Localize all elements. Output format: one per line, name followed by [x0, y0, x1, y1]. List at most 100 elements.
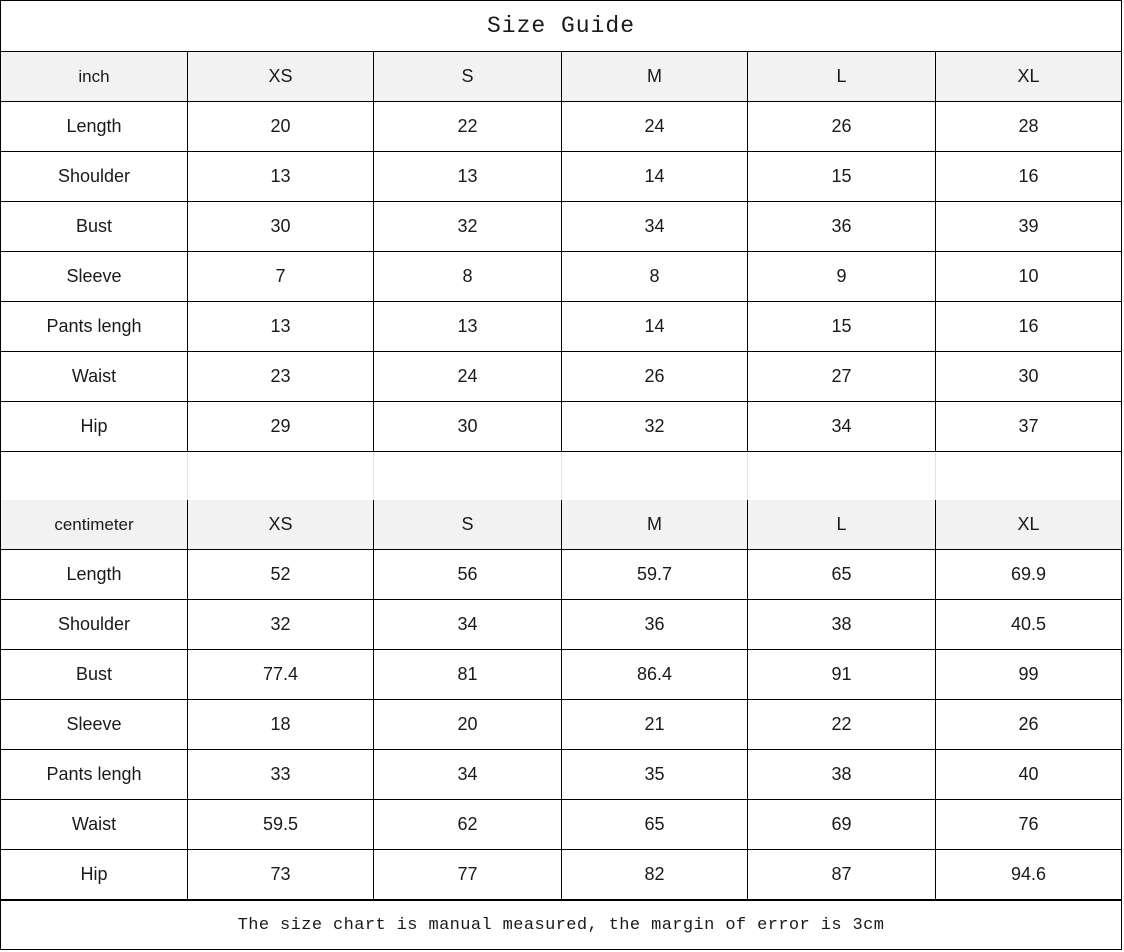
- centimeter-cell-bust-m: 86.4: [562, 650, 748, 700]
- centimeter-unit-label: centimeter: [1, 500, 188, 550]
- table-row: Waist 59.5 62 65 69 76: [1, 800, 1121, 850]
- inch-row-label-shoulder: Shoulder: [1, 152, 188, 202]
- inch-cell-waist-m: 26: [562, 352, 748, 402]
- inch-cell-bust-s: 32: [374, 202, 562, 252]
- inch-column-header-xs: XS: [188, 52, 374, 102]
- table-row: Bust 77.4 81 86.4 91 99: [1, 650, 1121, 700]
- centimeter-cell-bust-s: 81: [374, 650, 562, 700]
- inch-row-label-hip: Hip: [1, 402, 188, 452]
- centimeter-cell-shoulder-m: 36: [562, 600, 748, 650]
- centimeter-cell-sleeve-s: 20: [374, 700, 562, 750]
- inch-cell-pants-lengh-l: 15: [748, 302, 936, 352]
- centimeter-row-label-bust: Bust: [1, 650, 188, 700]
- centimeter-cell-pants-lengh-xs: 33: [188, 750, 374, 800]
- inch-cell-bust-l: 36: [748, 202, 936, 252]
- centimeter-column-header-l: L: [748, 500, 936, 550]
- centimeter-column-header-m: M: [562, 500, 748, 550]
- centimeter-cell-sleeve-xs: 18: [188, 700, 374, 750]
- table-row: Length 20 22 24 26 28: [1, 102, 1121, 152]
- inch-unit-label: inch: [1, 52, 188, 102]
- inch-cell-length-s: 22: [374, 102, 562, 152]
- centimeter-cell-shoulder-xl: 40.5: [936, 600, 1121, 650]
- inch-cell-shoulder-s: 13: [374, 152, 562, 202]
- inch-cell-waist-s: 24: [374, 352, 562, 402]
- inch-column-header-m: M: [562, 52, 748, 102]
- separator-cell: [1, 452, 188, 500]
- inch-cell-shoulder-xs: 13: [188, 152, 374, 202]
- centimeter-column-header-xl: XL: [936, 500, 1121, 550]
- centimeter-cell-length-l: 65: [748, 550, 936, 600]
- centimeter-cell-hip-s: 77: [374, 850, 562, 900]
- inch-cell-sleeve-xs: 7: [188, 252, 374, 302]
- inch-row-label-sleeve: Sleeve: [1, 252, 188, 302]
- separator-cell: [188, 452, 374, 500]
- inch-cell-waist-l: 27: [748, 352, 936, 402]
- table-row: Pants lengh 33 34 35 38 40: [1, 750, 1121, 800]
- inch-cell-shoulder-m: 14: [562, 152, 748, 202]
- inch-cell-pants-lengh-s: 13: [374, 302, 562, 352]
- centimeter-table-header-row: centimeter XS S M L XL: [1, 500, 1121, 550]
- centimeter-cell-bust-l: 91: [748, 650, 936, 700]
- centimeter-cell-length-xl: 69.9: [936, 550, 1121, 600]
- centimeter-cell-length-xs: 52: [188, 550, 374, 600]
- inch-cell-length-l: 26: [748, 102, 936, 152]
- centimeter-cell-pants-lengh-m: 35: [562, 750, 748, 800]
- inch-cell-length-xs: 20: [188, 102, 374, 152]
- inch-cell-hip-xl: 37: [936, 402, 1121, 452]
- inch-cell-length-m: 24: [562, 102, 748, 152]
- inch-column-header-s: S: [374, 52, 562, 102]
- table-row: Shoulder 13 13 14 15 16: [1, 152, 1121, 202]
- inch-row-label-pants-lengh: Pants lengh: [1, 302, 188, 352]
- table-separator-row: [1, 452, 1121, 500]
- inch-cell-hip-s: 30: [374, 402, 562, 452]
- centimeter-cell-waist-xl: 76: [936, 800, 1121, 850]
- inch-cell-bust-m: 34: [562, 202, 748, 252]
- inch-cell-bust-xs: 30: [188, 202, 374, 252]
- centimeter-row-label-length: Length: [1, 550, 188, 600]
- inch-cell-hip-m: 32: [562, 402, 748, 452]
- centimeter-row-label-pants-lengh: Pants lengh: [1, 750, 188, 800]
- size-guide-title-row: Size Guide: [1, 1, 1121, 52]
- table-row: Waist 23 24 26 27 30: [1, 352, 1121, 402]
- table-row: Hip 73 77 82 87 94.6: [1, 850, 1121, 900]
- inch-cell-pants-lengh-m: 14: [562, 302, 748, 352]
- centimeter-cell-waist-xs: 59.5: [188, 800, 374, 850]
- measurement-disclaimer-row: The size chart is manual measured, the m…: [1, 900, 1121, 949]
- centimeter-cell-waist-s: 62: [374, 800, 562, 850]
- table-row: Hip 29 30 32 34 37: [1, 402, 1121, 452]
- table-row: Pants lengh 13 13 14 15 16: [1, 302, 1121, 352]
- inch-cell-shoulder-xl: 16: [936, 152, 1121, 202]
- centimeter-cell-sleeve-xl: 26: [936, 700, 1121, 750]
- centimeter-cell-waist-l: 69: [748, 800, 936, 850]
- centimeter-row-label-waist: Waist: [1, 800, 188, 850]
- centimeter-cell-pants-lengh-s: 34: [374, 750, 562, 800]
- centimeter-row-label-sleeve: Sleeve: [1, 700, 188, 750]
- inch-column-header-xl: XL: [936, 52, 1121, 102]
- centimeter-row-label-shoulder: Shoulder: [1, 600, 188, 650]
- measurement-disclaimer-text: The size chart is manual measured, the m…: [237, 915, 885, 935]
- inch-cell-pants-lengh-xs: 13: [188, 302, 374, 352]
- separator-cell: [374, 452, 562, 500]
- inch-cell-sleeve-m: 8: [562, 252, 748, 302]
- centimeter-cell-bust-xl: 99: [936, 650, 1121, 700]
- centimeter-cell-shoulder-l: 38: [748, 600, 936, 650]
- centimeter-cell-length-m: 59.7: [562, 550, 748, 600]
- table-row: Sleeve 7 8 8 9 10: [1, 252, 1121, 302]
- inch-row-label-bust: Bust: [1, 202, 188, 252]
- centimeter-cell-hip-m: 82: [562, 850, 748, 900]
- centimeter-cell-bust-xs: 77.4: [188, 650, 374, 700]
- centimeter-cell-sleeve-m: 21: [562, 700, 748, 750]
- centimeter-cell-hip-xl: 94.6: [936, 850, 1121, 900]
- separator-cell: [936, 452, 1121, 500]
- centimeter-cell-sleeve-l: 22: [748, 700, 936, 750]
- table-row: Length 52 56 59.7 65 69.9: [1, 550, 1121, 600]
- inch-cell-pants-lengh-xl: 16: [936, 302, 1121, 352]
- inch-cell-sleeve-l: 9: [748, 252, 936, 302]
- table-row: Sleeve 18 20 21 22 26: [1, 700, 1121, 750]
- inch-table-header-row: inch XS S M L XL: [1, 52, 1121, 102]
- centimeter-cell-waist-m: 65: [562, 800, 748, 850]
- centimeter-column-header-s: S: [374, 500, 562, 550]
- page-title: Size Guide: [486, 13, 636, 39]
- inch-column-header-l: L: [748, 52, 936, 102]
